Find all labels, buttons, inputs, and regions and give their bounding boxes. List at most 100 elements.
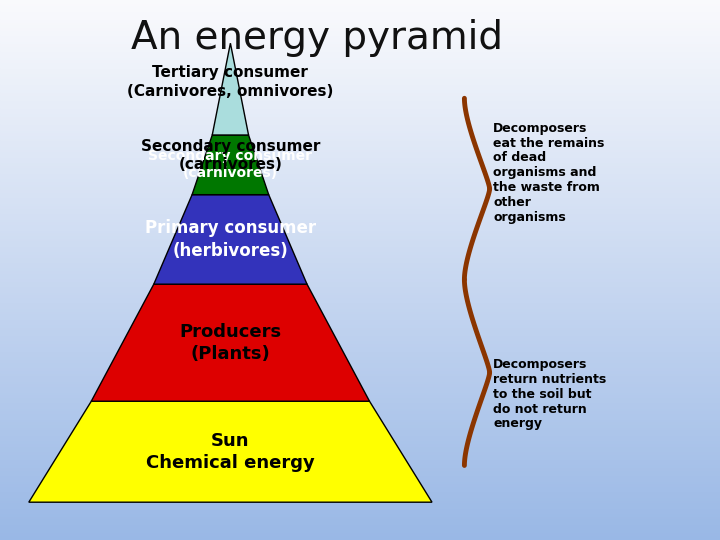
Bar [0, 86, 720, 89]
Bar [0, 186, 720, 189]
Bar [0, 486, 720, 489]
Bar [0, 235, 720, 238]
Bar [0, 297, 720, 300]
Bar [0, 22, 720, 24]
Bar [0, 108, 720, 111]
Bar [0, 427, 720, 429]
Bar [0, 148, 720, 151]
Bar [0, 389, 720, 392]
Text: of dead: of dead [493, 151, 546, 165]
Bar [0, 440, 720, 443]
Text: Secondary consumer
(carnivores): Secondary consumer (carnivores) [140, 139, 320, 172]
Bar [0, 221, 720, 224]
Bar [0, 173, 720, 176]
Bar [0, 213, 720, 216]
Bar [0, 92, 720, 94]
Bar [0, 89, 720, 92]
Bar [0, 59, 720, 62]
Bar [0, 46, 720, 49]
Bar [0, 394, 720, 397]
Bar [0, 146, 720, 148]
Bar [0, 481, 720, 483]
Text: the waste from: the waste from [493, 181, 600, 194]
Bar [0, 38, 720, 40]
Bar [0, 437, 720, 440]
Bar [0, 402, 720, 405]
Bar [0, 119, 720, 122]
Bar [0, 227, 720, 229]
Bar [0, 343, 720, 346]
Bar [0, 240, 720, 243]
Bar [0, 167, 720, 170]
Text: to the soil but: to the soil but [493, 388, 592, 401]
Bar [0, 232, 720, 235]
Bar [0, 116, 720, 119]
Bar [0, 359, 720, 362]
Bar [0, 446, 720, 448]
Bar [0, 416, 720, 418]
Bar [0, 105, 720, 108]
Bar [0, 327, 720, 329]
Bar [0, 524, 720, 526]
Bar [0, 381, 720, 383]
Bar [0, 51, 720, 54]
Bar [0, 248, 720, 251]
Bar [0, 454, 720, 456]
Bar [0, 435, 720, 437]
Bar [0, 478, 720, 481]
Bar [0, 529, 720, 532]
Bar [0, 340, 720, 343]
Bar [0, 243, 720, 246]
Bar [0, 348, 720, 351]
Bar [0, 3, 720, 5]
Bar [0, 418, 720, 421]
Bar [0, 324, 720, 327]
Bar [0, 302, 720, 305]
Bar [0, 535, 720, 537]
Bar [0, 362, 720, 364]
Polygon shape [212, 43, 248, 135]
Bar [0, 375, 720, 378]
Bar [0, 132, 720, 135]
Bar [0, 451, 720, 454]
Bar [0, 140, 720, 143]
Bar [0, 332, 720, 335]
Bar [0, 294, 720, 297]
Bar [0, 459, 720, 462]
Bar [0, 259, 720, 262]
Bar [0, 54, 720, 57]
Bar [0, 8, 720, 11]
Bar [0, 176, 720, 178]
Bar [0, 275, 720, 278]
Bar [0, 165, 720, 167]
Text: Producers
(Plants): Producers (Plants) [179, 322, 282, 363]
Bar [0, 510, 720, 513]
Bar [0, 256, 720, 259]
Bar [0, 24, 720, 27]
Bar [0, 40, 720, 43]
Text: Secondary consumer
(carnivores): Secondary consumer (carnivores) [148, 149, 312, 180]
Bar [0, 537, 720, 540]
Bar [0, 405, 720, 408]
Bar [0, 138, 720, 140]
Bar [0, 329, 720, 332]
Bar [0, 281, 720, 284]
Bar [0, 335, 720, 338]
Bar [0, 216, 720, 219]
Bar [0, 273, 720, 275]
Bar [0, 472, 720, 475]
Bar [0, 189, 720, 192]
Bar [0, 219, 720, 221]
Bar [0, 111, 720, 113]
Bar [0, 184, 720, 186]
Bar [0, 308, 720, 310]
Bar [0, 351, 720, 354]
Text: other: other [493, 196, 531, 209]
Bar [0, 284, 720, 286]
Bar [0, 521, 720, 524]
Bar [0, 497, 720, 500]
Bar [0, 310, 720, 313]
Bar [0, 162, 720, 165]
Bar [0, 516, 720, 518]
Bar [0, 197, 720, 200]
